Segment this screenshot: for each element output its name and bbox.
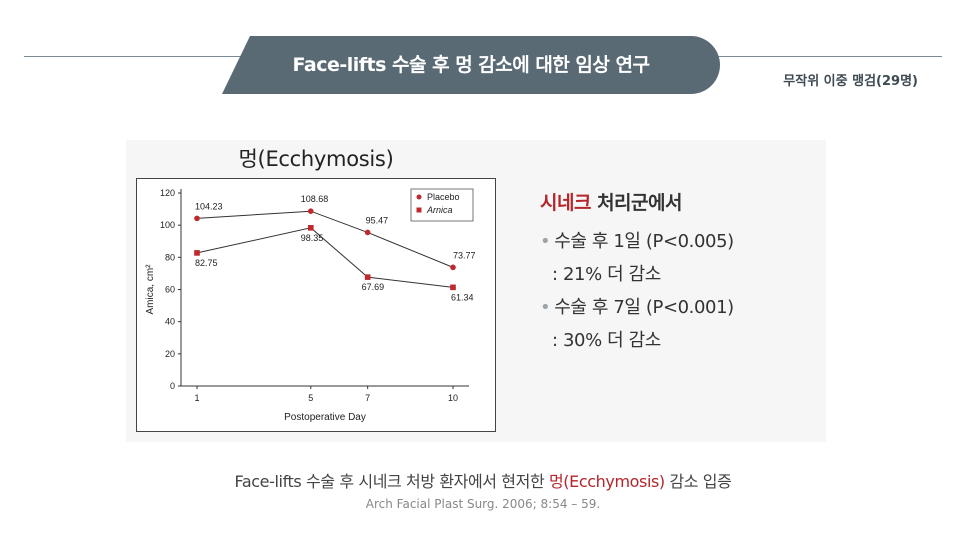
- data-point: [194, 215, 200, 222]
- summary-heading-drug: 시네크: [540, 192, 591, 214]
- data-label: 67.69: [362, 282, 385, 292]
- bullet-icon: •: [540, 297, 551, 318]
- data-point: [307, 225, 314, 231]
- chart-title: 멍(Ecchymosis): [238, 147, 394, 171]
- data-point: [450, 284, 456, 291]
- line-chart: 0 20 40 60 80 100 120 1 5 7 10 Postoperative Day Ami…: [136, 178, 496, 432]
- y-tick-label: 100: [160, 220, 175, 230]
- data-label: 73.77: [453, 250, 476, 260]
- y-tick-label: 80: [165, 252, 175, 262]
- y-axis-label: Amica, cm²: [145, 264, 156, 315]
- data-label: 82.75: [195, 258, 218, 268]
- summary-heading-rest: 처리군에서: [590, 192, 682, 214]
- x-tick-label: 1: [194, 393, 199, 403]
- bullet-icon: •: [540, 231, 551, 252]
- summary-item-1: • 수술 후 1일 (P<0.005): [540, 225, 734, 258]
- data-label: 98.35: [301, 233, 324, 243]
- chart-svg: 0 20 40 60 80 100 120 1 5 7 10 Postoperative Day Ami…: [145, 188, 476, 423]
- data-point: [450, 264, 456, 271]
- title-banner: [222, 36, 720, 94]
- legend-label: Placebo: [427, 192, 460, 202]
- data-point: [194, 250, 200, 256]
- legend-marker: [416, 207, 422, 213]
- legend-marker: [416, 194, 422, 200]
- data-point: [364, 229, 371, 236]
- data-label: 95.47: [366, 215, 389, 225]
- y-tick-label: 40: [165, 317, 175, 327]
- x-tick-label: 10: [448, 393, 458, 403]
- y-tick-label: 0: [170, 381, 175, 391]
- legend-box: [410, 188, 474, 222]
- summary-item-1-result: : 21% 더 감소: [552, 264, 661, 285]
- result-summary: 시네크 처리군에서 • 수술 후 1일 (P<0.005) : 21% 더 감소 …: [540, 188, 734, 357]
- y-tick-label: 20: [165, 349, 175, 359]
- x-axis-label: Postoperative Day: [284, 412, 366, 423]
- caption-text: Face-lifts 수술 후 시네크 처방 환자에서 현저한: [234, 472, 549, 491]
- data-point: [364, 274, 371, 280]
- series-line-placebo: [196, 210, 454, 268]
- y-tick-label: 120: [160, 188, 175, 198]
- x-tick-label: 7: [365, 393, 370, 403]
- data-label: 104.23: [195, 201, 223, 211]
- legend-label: Arnica: [426, 205, 453, 215]
- study-design-label: 무작위 이중 맹검(29명): [783, 74, 918, 89]
- data-label: 61.34: [451, 292, 474, 302]
- summary-item-2-text: 수술 후 7일 (P<0.001): [554, 297, 734, 318]
- citation: Arch Facial Plast Surg. 2006; 8:54 – 59.: [365, 497, 601, 511]
- y-tick-label: 60: [165, 285, 175, 295]
- summary-heading: 시네크 처리군에서: [540, 188, 734, 215]
- caption-text-end: 감소 입증: [664, 472, 732, 491]
- x-tick-label: 5: [308, 393, 313, 403]
- figure-caption: Face-lifts 수술 후 시네크 처방 환자에서 현저한 멍(Ecchym…: [0, 468, 966, 492]
- data-label: 108.68: [301, 194, 329, 204]
- series-line-arnica: [196, 227, 454, 288]
- caption-highlight: 멍(Ecchymosis): [548, 472, 665, 491]
- page-title: Face-lifts 수술 후 멍 감소에 대한 임상 연구: [292, 54, 650, 76]
- data-point: [307, 208, 314, 215]
- summary-item-1-text: 수술 후 1일 (P<0.005): [554, 231, 734, 252]
- summary-item-2-result: : 30% 더 감소: [552, 330, 661, 351]
- summary-item-2: • 수술 후 7일 (P<0.001): [540, 291, 734, 324]
